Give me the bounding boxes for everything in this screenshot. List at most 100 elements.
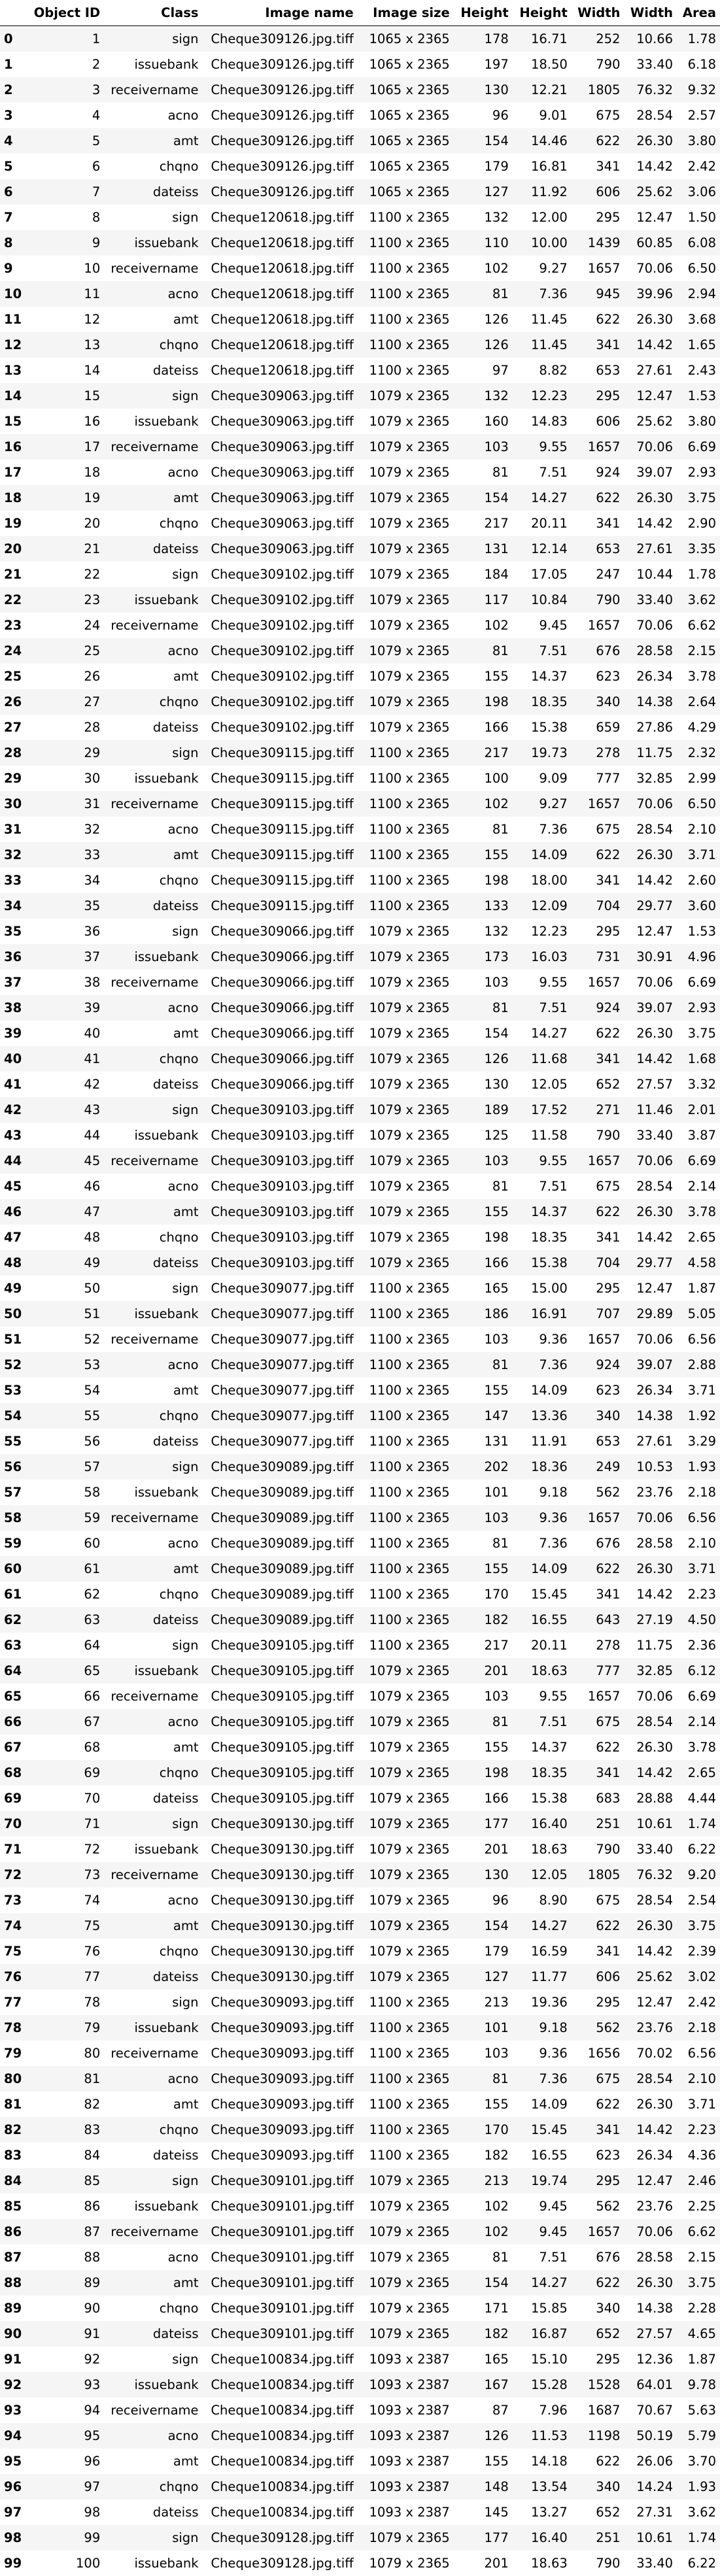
table-cell: 3.06 <box>677 179 720 205</box>
table-cell: 1079 x 2365 <box>358 409 454 434</box>
table-cell: Cheque309115.jpg.tiff <box>203 893 358 919</box>
table-cell: 19 <box>27 485 104 511</box>
table-cell: 101 <box>454 2015 513 2041</box>
table-cell: 9.55 <box>513 1684 572 1709</box>
table-cell: 252 <box>572 26 625 52</box>
table-cell: 10.84 <box>513 587 572 613</box>
table-cell: 2.32 <box>677 740 720 766</box>
table-cell: 3.75 <box>677 1021 720 1046</box>
table-cell: Cheque309077.jpg.tiff <box>203 1276 358 1301</box>
row-index-cell: 45 <box>0 1174 27 1199</box>
table-header: Object ID Class Image name Image size He… <box>0 0 720 26</box>
table-cell: 8 <box>27 205 104 230</box>
table-cell: 101 <box>454 1480 513 1505</box>
table-cell: 81 <box>454 2066 513 2092</box>
table-cell: 562 <box>572 2015 625 2041</box>
table-cell: 15.28 <box>513 2372 572 2398</box>
table-cell: Cheque120618.jpg.tiff <box>203 358 358 383</box>
table-cell: 18.50 <box>513 52 572 77</box>
table-cell: Cheque309063.jpg.tiff <box>203 511 358 536</box>
column-header: Width <box>624 0 677 26</box>
table-cell: 622 <box>572 1199 625 1225</box>
table-cell: 4.65 <box>677 2321 720 2347</box>
table-cell: 170 <box>454 1582 513 1607</box>
table-cell: Cheque100834.jpg.tiff <box>203 2398 358 2423</box>
row-index-cell: 57 <box>0 1480 27 1505</box>
table-cell: 14.38 <box>624 689 677 715</box>
table-cell: 12.14 <box>513 536 572 562</box>
table-cell: 57 <box>27 1454 104 1480</box>
table-cell: 49 <box>27 1250 104 1276</box>
table-cell: 18 <box>27 460 104 485</box>
table-cell: issuebank <box>104 2551 202 2576</box>
table-cell: 39.07 <box>624 1352 677 1378</box>
table-cell: 81 <box>27 2066 104 2092</box>
table-cell: 1079 x 2365 <box>358 919 454 944</box>
table-cell: 81 <box>454 1531 513 1556</box>
table-cell: 77 <box>27 1964 104 1990</box>
table-cell: 2.43 <box>677 358 720 383</box>
table-cell: 5.79 <box>677 2423 720 2449</box>
table-cell: acno <box>104 638 202 664</box>
table-cell: 1079 x 2365 <box>358 1174 454 1199</box>
column-header: Height <box>513 0 572 26</box>
table-cell: 1.74 <box>677 1811 720 1837</box>
table-cell: 103 <box>454 1505 513 1531</box>
table-cell: 653 <box>572 536 625 562</box>
table-cell: acno <box>104 1174 202 1199</box>
table-cell: Cheque309103.jpg.tiff <box>203 1225 358 1250</box>
table-cell: 675 <box>572 1709 625 1735</box>
table-cell: 147 <box>454 1403 513 1429</box>
table-cell: sign <box>104 562 202 587</box>
table-cell: 7.51 <box>513 2245 572 2270</box>
table-cell: 7.36 <box>513 1352 572 1378</box>
table-cell: 27.86 <box>624 715 677 740</box>
table-cell: Cheque309093.jpg.tiff <box>203 2015 358 2041</box>
table-cell: 11.53 <box>513 2423 572 2449</box>
row-index-cell: 11 <box>0 307 27 332</box>
table-cell: Cheque100834.jpg.tiff <box>203 2423 358 2449</box>
table-cell: 17.05 <box>513 562 572 587</box>
table-cell: issuebank <box>104 230 202 256</box>
table-cell: 15.45 <box>513 2117 572 2143</box>
table-cell: 14.37 <box>513 1199 572 1225</box>
table-cell: 184 <box>454 562 513 587</box>
table-cell: 19.36 <box>513 1990 572 2015</box>
table-cell: 42 <box>27 1072 104 1097</box>
table-cell: 154 <box>454 1913 513 1939</box>
table-cell: 56 <box>27 1429 104 1454</box>
table-cell: 1079 x 2365 <box>358 995 454 1021</box>
table-cell: receivername <box>104 1505 202 1531</box>
table-cell: 94 <box>27 2398 104 2423</box>
table-cell: Cheque309066.jpg.tiff <box>203 919 358 944</box>
table-cell: amt <box>104 2270 202 2296</box>
table-cell: 652 <box>572 2500 625 2525</box>
table-cell: 622 <box>572 1556 625 1582</box>
table-cell: 26.30 <box>624 307 677 332</box>
table-cell: Cheque309126.jpg.tiff <box>203 128 358 154</box>
table-cell: dateiss <box>104 1429 202 1454</box>
table-cell: Cheque309089.jpg.tiff <box>203 1505 358 1531</box>
table-cell: 1100 x 2365 <box>358 2117 454 2143</box>
table-cell: Cheque309101.jpg.tiff <box>203 2245 358 2270</box>
row-index-cell: 26 <box>0 689 27 715</box>
table-cell: 1100 x 2365 <box>358 766 454 791</box>
row-index-cell: 85 <box>0 2194 27 2219</box>
table-cell: 145 <box>454 2500 513 2525</box>
table-cell: 33 <box>27 842 104 868</box>
table-cell: 9.45 <box>513 613 572 638</box>
table-cell: 14.37 <box>513 664 572 689</box>
table-cell: 70.06 <box>624 1148 677 1174</box>
table-cell: 87 <box>454 2398 513 2423</box>
row-index-cell: 80 <box>0 2066 27 2092</box>
table-cell: 3.75 <box>677 485 720 511</box>
table-cell: 15.45 <box>513 1582 572 1607</box>
